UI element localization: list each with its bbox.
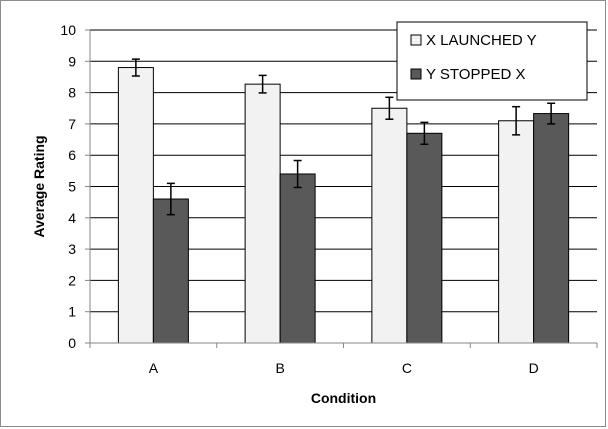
- error-bar-y-stopped-x-c: [420, 121, 429, 145]
- error-bar-y-stopped-x-a: [166, 182, 175, 216]
- y-tick-label-7: 7: [68, 116, 76, 132]
- error-bar-x-launched-y-c: [385, 96, 394, 120]
- x-tick-labels: A B C D: [149, 360, 539, 376]
- axes: [85, 29, 598, 348]
- bar-x-launched-y-a: [117, 67, 154, 344]
- error-bars: [131, 58, 556, 216]
- y-tick-label-8: 8: [68, 85, 76, 101]
- x-axis-title: Condition: [311, 390, 376, 406]
- y-tick-label-3: 3: [68, 241, 76, 257]
- y-tick-label-1: 1: [68, 304, 76, 320]
- y-tick-label-4: 4: [68, 210, 76, 226]
- x-tick-label-c: C: [402, 360, 412, 376]
- error-bar-x-launched-y-a: [131, 58, 140, 77]
- x-tick-label-d: D: [529, 360, 539, 376]
- bars: [117, 67, 570, 344]
- y-tick-label-9: 9: [68, 53, 76, 69]
- y-tick-label-10: 10: [60, 22, 76, 38]
- legend: X LAUNCHED Y Y STOPPED X: [396, 21, 588, 101]
- x-tick-label-b: B: [275, 360, 284, 376]
- x-tick-label-a: A: [149, 360, 159, 376]
- error-bar-y-stopped-x-b: [293, 159, 302, 189]
- legend-label-y-stopped-x: Y STOPPED X: [426, 66, 526, 83]
- legend-box: [396, 21, 588, 101]
- legend-swatch-x-launched-y: [410, 34, 422, 46]
- legend-swatch-y-stopped-x: [410, 68, 422, 80]
- bar-y-stopped-x-d: [533, 113, 570, 344]
- bar-x-launched-y-d: [498, 120, 535, 344]
- y-tick-label-2: 2: [68, 272, 76, 288]
- y-axis-title: Average Rating: [31, 135, 47, 237]
- bar-y-stopped-x-c: [406, 132, 443, 344]
- y-tick-label-6: 6: [68, 147, 76, 163]
- bar-y-stopped-x-b: [279, 173, 316, 344]
- y-tick-label-5: 5: [68, 179, 76, 195]
- y-tick-labels: 0 1 2 3 4 5 6 7 8 9 10: [60, 22, 76, 351]
- bar-y-stopped-x-a: [152, 198, 189, 344]
- legend-label-x-launched-y: X LAUNCHED Y: [426, 32, 537, 49]
- error-bar-y-stopped-x-d: [547, 102, 556, 125]
- y-tick-label-0: 0: [68, 335, 76, 351]
- bar-x-launched-y-c: [371, 107, 408, 344]
- bar-x-launched-y-b: [244, 83, 281, 344]
- error-bar-x-launched-y-d: [512, 105, 521, 136]
- error-bar-x-launched-y-b: [258, 74, 267, 94]
